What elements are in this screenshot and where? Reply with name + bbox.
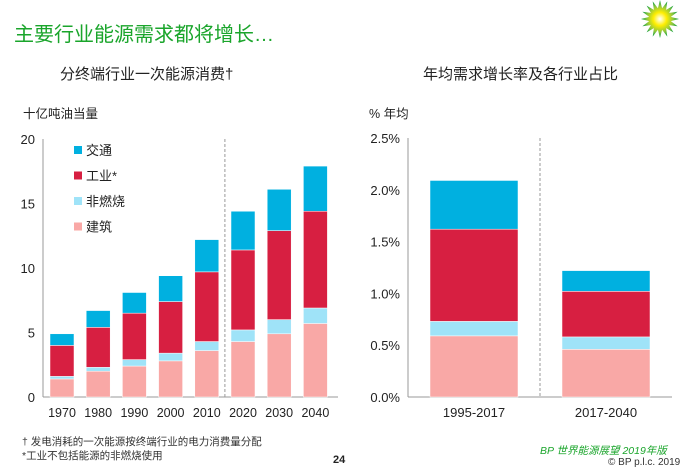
bp-logo-icon: [641, 0, 679, 38]
bar-segment-2030-建筑: [266, 333, 292, 398]
legend-swatch-交通: [74, 146, 82, 154]
legend-swatch-工业*: [74, 171, 82, 180]
legend-swatch-建筑: [74, 222, 82, 231]
bar-segment-1980-建筑: [85, 370, 111, 398]
bar-segment-2017-2040-工业*: [561, 291, 651, 338]
bar-segment-1995-2017-建筑: [429, 335, 519, 398]
bar-segment-2017-2040-非燃烧: [561, 336, 651, 350]
bar-segment-1990-非燃烧: [122, 359, 147, 367]
x-tick-label: 2010: [193, 406, 221, 420]
bar-segment-1995-2017-非燃烧: [429, 321, 519, 337]
y-tick-label: 0.5%: [370, 338, 400, 353]
bar-segment-1970-非燃烧: [49, 376, 75, 380]
bar-segment-2010-工业*: [194, 271, 220, 342]
right-chart-ylabel: % 年均: [369, 107, 409, 121]
bar-segment-1970-交通: [49, 333, 75, 346]
x-tick-label: 1970: [48, 406, 76, 420]
bar-segment-2020-建筑: [230, 341, 256, 398]
legend-label-非燃烧: 非燃烧: [86, 194, 125, 209]
x-tick-label: 2030: [265, 406, 293, 420]
x-tick-label: 2040: [301, 406, 329, 420]
bar-segment-2040-建筑: [303, 323, 328, 398]
bar-segment-2020-交通: [230, 210, 256, 251]
bar-segment-1995-2017-交通: [429, 180, 519, 230]
bar-segment-2020-非燃烧: [230, 329, 256, 342]
left-chart-ylabel: 十亿吨油当量: [23, 107, 99, 121]
bar-segment-1980-非燃烧: [85, 367, 111, 372]
left-chart-title: 分终端行业一次能源消费†: [60, 66, 234, 83]
bar-segment-2010-建筑: [194, 350, 220, 398]
y-tick-label: 0.0%: [370, 390, 400, 405]
footnote-2: *工业不包括能源的非燃烧使用: [22, 450, 163, 462]
x-tick-label: 2000: [157, 406, 185, 420]
legend-label-交通: 交通: [86, 143, 112, 158]
bar-segment-2017-2040-交通: [561, 270, 651, 292]
y-tick-label: 1.5%: [370, 235, 400, 250]
bar-segment-1980-工业*: [85, 327, 111, 368]
bar-segment-1995-2017-工业*: [429, 228, 519, 322]
bar-segment-2000-建筑: [158, 360, 183, 398]
legend-swatch-非燃烧: [74, 197, 82, 205]
x-tick-label: 2020: [229, 406, 257, 420]
copyright: © BP p.l.c. 2019: [608, 457, 681, 468]
y-tick-label: 10: [21, 261, 35, 276]
slide-title: 主要行业能源需求都将增长…: [14, 24, 274, 46]
bar-segment-2030-非燃烧: [266, 319, 292, 335]
right-chart-title: 年均需求增长率及各行业占比: [423, 66, 619, 83]
bar-segment-2030-交通: [266, 189, 292, 231]
bar-segment-2040-工业*: [303, 210, 328, 309]
bar-segment-2020-工业*: [230, 249, 256, 331]
bar-segment-2040-交通: [303, 165, 328, 212]
y-tick-label: 20: [21, 132, 35, 147]
bar-segment-1990-工业*: [122, 312, 147, 360]
legend-label-建筑: 建筑: [86, 220, 112, 235]
bar-segment-2010-交通: [194, 239, 220, 273]
bar-segment-2000-交通: [158, 275, 183, 302]
y-tick-label: 2.0%: [370, 183, 400, 198]
x-tick-label: 1990: [120, 406, 148, 420]
footnote-1: † 发电消耗的一次能源按终端行业的电力消费量分配: [22, 436, 262, 448]
bar-segment-1970-工业*: [49, 345, 75, 377]
bar-segment-2000-非燃烧: [158, 352, 183, 362]
bar-segment-1980-交通: [85, 310, 111, 328]
legend-label-工业*: 工业*: [86, 169, 117, 184]
bar-segment-1990-交通: [122, 292, 147, 314]
page-number: 24: [333, 454, 346, 466]
y-tick-label: 0: [28, 390, 35, 405]
bar-segment-2000-工业*: [158, 301, 183, 354]
x-tick-label: 1980: [84, 406, 112, 420]
y-tick-label: 15: [21, 197, 35, 212]
bar-segment-2017-2040-建筑: [561, 349, 651, 398]
bar-segment-1990-建筑: [122, 365, 147, 398]
bar-segment-2030-工业*: [266, 230, 292, 320]
bar-segment-2010-非燃烧: [194, 341, 220, 351]
y-tick-label: 2.5%: [370, 131, 400, 146]
y-tick-label: 5: [28, 326, 35, 341]
x-tick-label: 1995-2017: [443, 405, 505, 420]
y-tick-label: 1.0%: [370, 286, 400, 301]
bar-segment-2040-非燃烧: [303, 307, 328, 324]
x-tick-label: 2017-2040: [575, 405, 637, 420]
brand-line: BP 世界能源展望 2019年版: [540, 445, 667, 457]
bar-segment-1970-建筑: [49, 378, 75, 398]
